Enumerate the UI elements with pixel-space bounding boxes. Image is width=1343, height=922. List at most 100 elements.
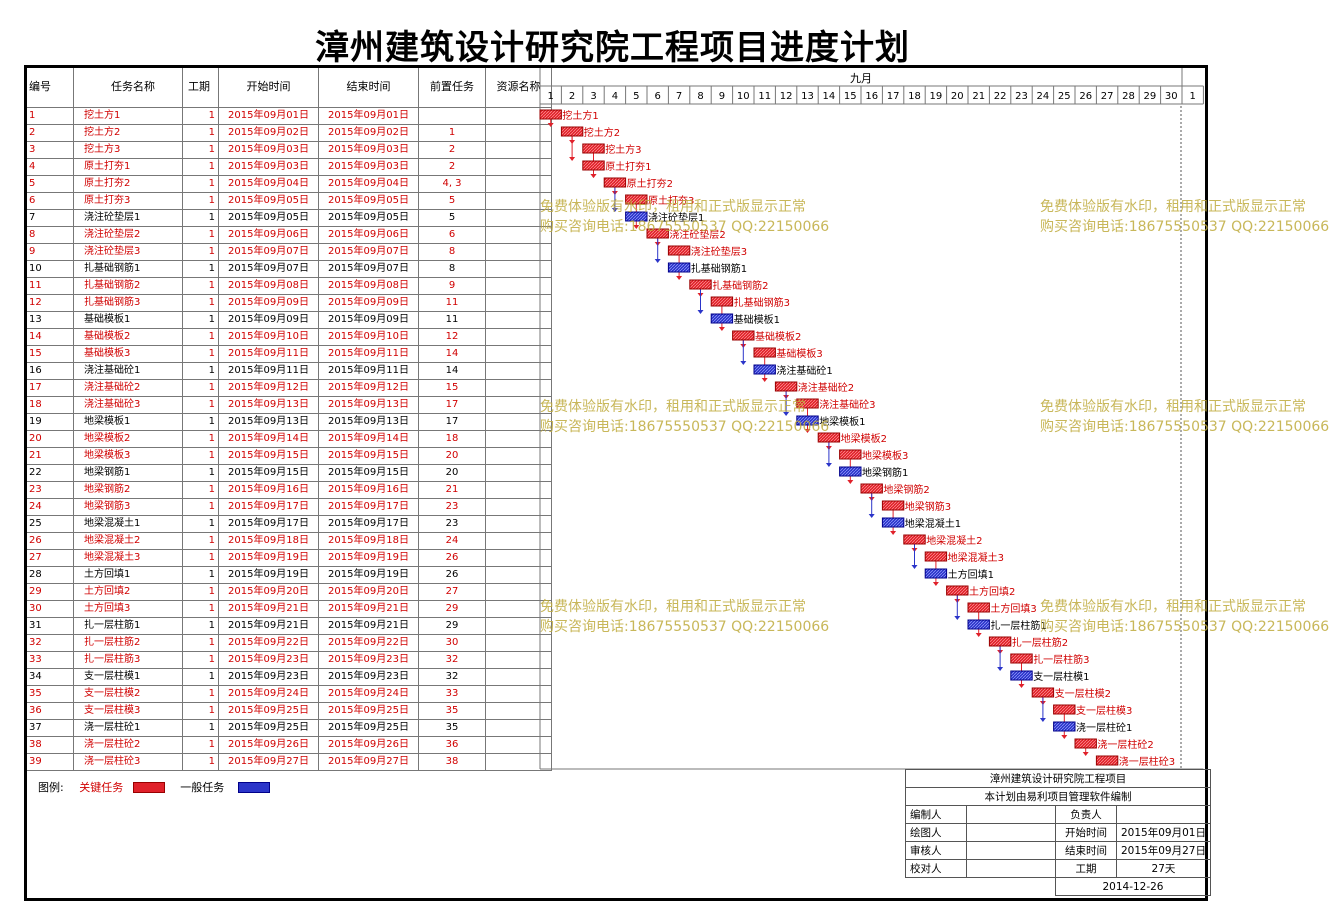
gantt-bar	[667, 245, 691, 256]
table-row[interactable]: 32 扎一层柱筋2 1 2015年09月22日 2015年09月22日 30	[24, 634, 552, 652]
gantt-bar-label: 浇一层柱砼3	[1119, 755, 1175, 768]
gantt-bar-label: 扎基础钢筋3	[734, 296, 790, 309]
gantt-bar	[732, 330, 755, 341]
dependency-arrow	[975, 633, 982, 637]
gantt-bar	[625, 194, 648, 205]
day-tick-label: 23	[1015, 91, 1028, 102]
day-tick-label: 24	[1037, 91, 1050, 102]
table-row[interactable]: 7 浇注砼垫层1 1 2015年09月05日 2015年09月05日 5	[24, 209, 552, 227]
table-row[interactable]: 28 土方回填1 1 2015年09月19日 2015年09月19日 26	[24, 566, 552, 584]
gantt-bar	[924, 551, 948, 562]
gantt-bar	[817, 432, 841, 443]
gantt-bar	[903, 534, 926, 545]
gantt-bar-label: 地梁模板2	[841, 432, 887, 445]
info-compiler	[966, 805, 1056, 824]
col-header-duration[interactable]: 工期	[182, 65, 219, 108]
dependency-arrow	[868, 514, 875, 518]
table-row[interactable]: 29 土方回填2 1 2015年09月20日 2015年09月20日 27	[24, 583, 552, 601]
table-row[interactable]: 33 扎一层柱筋3 1 2015年09月23日 2015年09月23日 32	[24, 651, 552, 669]
day-tick-label: 18	[908, 91, 921, 102]
gantt-bar-label: 挖土方2	[584, 126, 620, 139]
info-owner-label: 负责人	[1055, 805, 1117, 824]
table-row[interactable]: 10 扎基础钢筋1 1 2015年09月07日 2015年09月07日 8	[24, 260, 552, 278]
day-tick-label: 16	[865, 91, 878, 102]
table-row[interactable]: 6 原土打夯3 1 2015年09月05日 2015年09月05日 5	[24, 192, 552, 210]
gantt-bar	[839, 449, 862, 460]
table-row[interactable]: 23 地梁钢筋2 1 2015年09月16日 2015年09月16日 21	[24, 481, 552, 499]
info-duration-label: 工期	[1055, 859, 1117, 878]
dependency-arrow	[954, 616, 961, 620]
gantt-bar-label: 扎一层柱筋2	[1012, 636, 1068, 649]
table-row[interactable]: 11 扎基础钢筋2 1 2015年09月08日 2015年09月08日 9	[24, 277, 552, 295]
table-row[interactable]: 15 基础模板3 1 2015年09月11日 2015年09月11日 14	[24, 345, 552, 363]
day-tick-label: 22	[994, 91, 1007, 102]
gantt-bar	[753, 364, 776, 375]
table-row[interactable]: 4 原土打夯1 1 2015年09月03日 2015年09月03日 2	[24, 158, 552, 176]
table-row[interactable]: 39 浇一层柱砼3 1 2015年09月27日 2015年09月27日 38	[24, 753, 552, 771]
dependency-arrow	[847, 480, 854, 484]
table-row[interactable]: 34 支一层柱模1 1 2015年09月23日 2015年09月23日 32	[24, 668, 552, 686]
gantt-bar-label: 原土打夯1	[605, 160, 651, 173]
gantt-bar	[1010, 653, 1033, 664]
table-row[interactable]: 26 地梁混凝土2 1 2015年09月18日 2015年09月18日 24	[24, 532, 552, 550]
col-header-name[interactable]: 任务名称	[73, 65, 183, 108]
info-end: 2015年09月27日	[1116, 841, 1211, 860]
gantt-bar-label: 地梁模板1	[819, 415, 865, 428]
gantt-bar	[710, 313, 734, 324]
day-tick-label: 2	[569, 91, 575, 102]
table-row[interactable]: 1 挖土方1 1 2015年09月01日 2015年09月01日	[24, 107, 552, 125]
gantt-bar	[839, 466, 862, 477]
gantt-bar	[689, 279, 712, 290]
table-row[interactable]: 37 浇一层柱砼1 1 2015年09月25日 2015年09月25日 35	[24, 719, 552, 737]
table-row[interactable]: 21 地梁模板3 1 2015年09月15日 2015年09月15日 20	[24, 447, 552, 465]
table-row[interactable]: 36 支一层柱模3 1 2015年09月25日 2015年09月25日 35	[24, 702, 552, 720]
table-row[interactable]: 19 地梁模板1 1 2015年09月13日 2015年09月13日 17	[24, 413, 552, 431]
gantt-bar	[924, 568, 948, 579]
day-tick-label: 15	[844, 91, 857, 102]
info-date: 2014-12-26	[1055, 877, 1211, 896]
table-row[interactable]: 14 基础模板2 1 2015年09月10日 2015年09月10日 12	[24, 328, 552, 346]
table-row[interactable]: 38 浇一层柱砼2 1 2015年09月26日 2015年09月26日 36	[24, 736, 552, 754]
dependency-arrow	[997, 667, 1004, 671]
table-row[interactable]: 16 浇注基础砼1 1 2015年09月11日 2015年09月11日 14	[24, 362, 552, 380]
gantt-bar	[1031, 687, 1055, 698]
table-row[interactable]: 27 地梁混凝土3 1 2015年09月19日 2015年09月19日 26	[24, 549, 552, 567]
gantt-bar	[1010, 670, 1033, 681]
gantt-bar-label: 扎基础钢筋2	[712, 279, 768, 292]
cell-pred: 38	[418, 753, 486, 771]
dependency-arrow	[547, 123, 554, 127]
gantt-bar-label: 地梁混凝土3	[948, 551, 1004, 564]
day-tick-label: 7	[676, 91, 682, 102]
watermark: 免费体验版有水印，租用和正式版显示正常 购买咨询电话:18675550537 QQ…	[1040, 199, 1330, 235]
gantt-bar-label: 支一层柱模1	[1033, 670, 1089, 683]
legend-normal-swatch	[237, 781, 270, 793]
gantt-bar	[796, 415, 819, 426]
table-row[interactable]: 9 浇注砼垫层3 1 2015年09月07日 2015年09月07日 8	[24, 243, 552, 261]
info-drawer	[966, 823, 1056, 842]
day-tick-label: 20	[951, 91, 964, 102]
info-drawer-label: 绘图人	[905, 823, 967, 842]
col-header-id[interactable]: 编号	[24, 65, 74, 108]
gantt-bar	[625, 211, 648, 222]
table-row[interactable]: 13 基础模板1 1 2015年09月09日 2015年09月09日 11	[24, 311, 552, 329]
table-row[interactable]: 2 挖土方2 1 2015年09月02日 2015年09月02日 1	[24, 124, 552, 142]
gantt-bar	[539, 109, 562, 120]
dependency-arrow	[569, 157, 576, 161]
gantt-bar-label: 浇一层柱砼1	[1076, 721, 1132, 734]
legend-normal-label: 一般任务	[180, 781, 225, 794]
day-tick-label: 9	[719, 91, 725, 102]
table-row[interactable]: 12 扎基础钢筋3 1 2015年09月09日 2015年09月09日 11	[24, 294, 552, 312]
legend-critical-swatch	[132, 781, 165, 793]
table-row[interactable]: 31 扎一层柱筋1 1 2015年09月21日 2015年09月21日 29	[24, 617, 552, 635]
project-info-block: 漳州建筑设计研究院工程项目 本计划由易利项目管理软件编制 编制人 负责人 绘图人…	[905, 769, 1211, 896]
gantt-bar-label: 土方回填1	[948, 568, 994, 581]
gantt-bar-label: 扎基础钢筋1	[691, 262, 747, 275]
gantt-bar-label: 浇注砼垫层2	[669, 228, 725, 241]
day-tick-label: 25	[1058, 91, 1071, 102]
col-header-end[interactable]: 结束时间	[318, 65, 419, 108]
watermark: 免费体验版有水印，租用和正式版显示正常 购买咨询电话:18675550537 QQ…	[540, 199, 830, 235]
info-checker-label: 校对人	[905, 859, 967, 878]
gantt-bar-label: 基础模板2	[755, 330, 801, 343]
dependency-arrow	[911, 565, 918, 569]
gantt-bar	[796, 398, 819, 409]
